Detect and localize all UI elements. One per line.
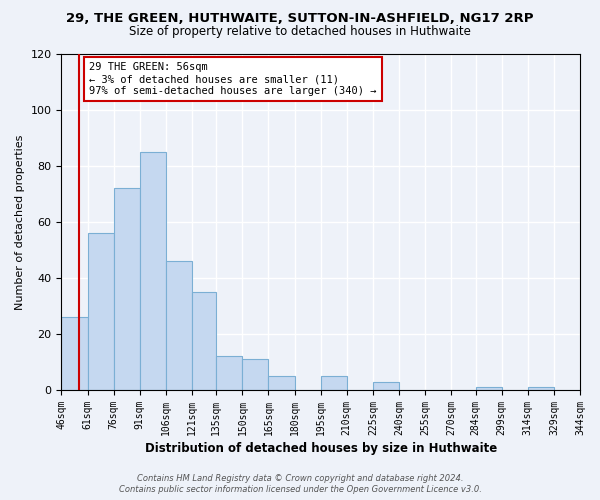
Text: Size of property relative to detached houses in Huthwaite: Size of property relative to detached ho… (129, 25, 471, 38)
Bar (528, 388, 554, 390)
Bar (88, 233, 113, 390)
X-axis label: Distribution of detached houses by size in Huthwaite: Distribution of detached houses by size … (145, 442, 497, 455)
Bar (321, 376, 347, 390)
Bar (476, 388, 502, 390)
Bar (61, 318, 88, 390)
Bar (373, 382, 399, 390)
Bar (166, 262, 192, 390)
Bar (113, 188, 140, 390)
Text: 29 THE GREEN: 56sqm
← 3% of detached houses are smaller (11)
97% of semi-detache: 29 THE GREEN: 56sqm ← 3% of detached hou… (89, 62, 377, 96)
Bar (140, 152, 166, 390)
Bar (268, 376, 295, 390)
Bar (242, 360, 268, 390)
Text: Contains HM Land Registry data © Crown copyright and database right 2024.
Contai: Contains HM Land Registry data © Crown c… (119, 474, 481, 494)
Bar (216, 356, 242, 390)
Text: 29, THE GREEN, HUTHWAITE, SUTTON-IN-ASHFIELD, NG17 2RP: 29, THE GREEN, HUTHWAITE, SUTTON-IN-ASHF… (66, 12, 534, 26)
Y-axis label: Number of detached properties: Number of detached properties (15, 134, 25, 310)
Bar (192, 292, 216, 390)
